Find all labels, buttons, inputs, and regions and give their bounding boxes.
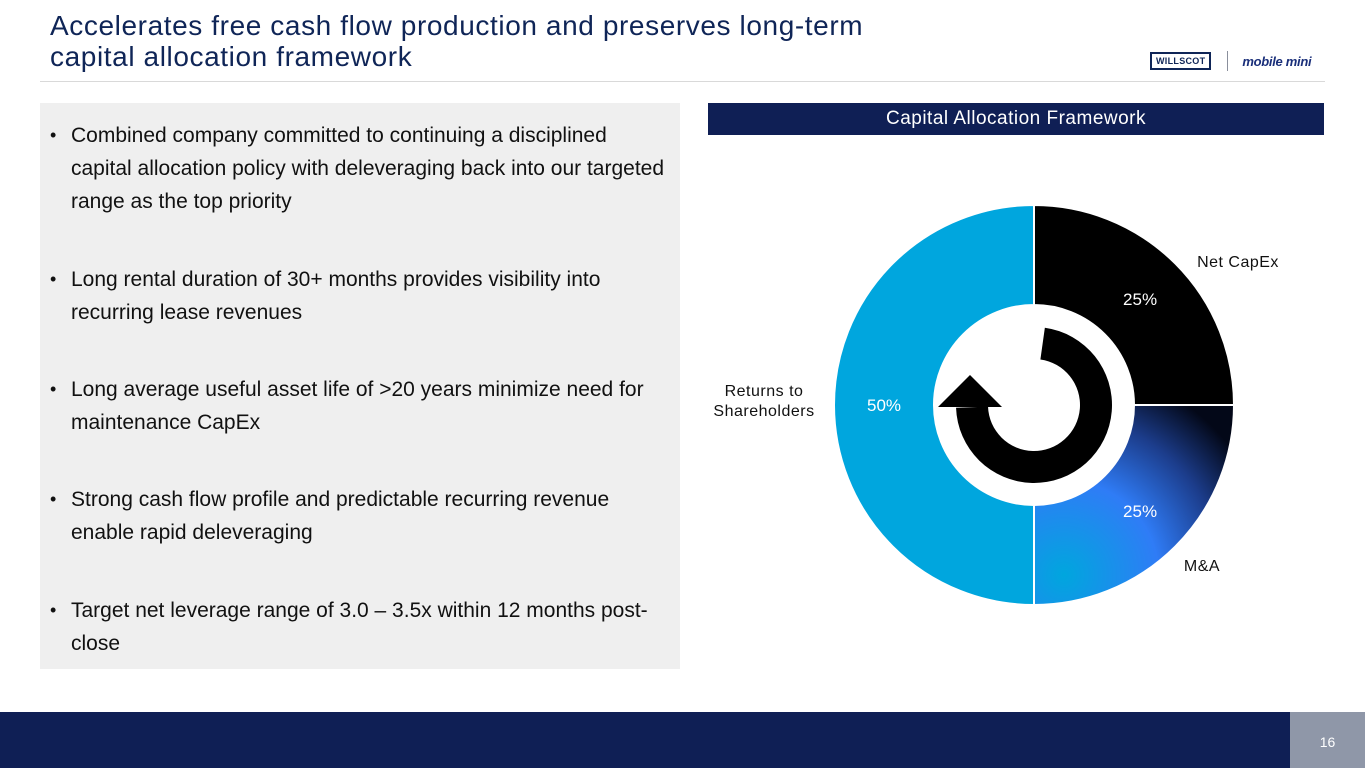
- bullet-item: • Long average useful asset life of >20 y…: [50, 373, 671, 439]
- bullet-item: • Long rental duration of 30+ months prov…: [50, 263, 671, 329]
- donut-slice-m-a: [1033, 404, 1236, 607]
- bullet-dot-icon: •: [50, 125, 57, 145]
- bullet-text: Combined company committed to continuing…: [71, 124, 665, 213]
- donut-slice-net-capex: [1033, 203, 1236, 406]
- page-number: 16: [1290, 712, 1365, 768]
- slice-category-label: Net CapEx: [1197, 254, 1279, 271]
- slice-value-label: 25%: [1123, 502, 1157, 521]
- bullet-dot-icon: •: [50, 269, 57, 289]
- bullet-text: Target net leverage range of 3.0 – 3.5x …: [71, 599, 648, 655]
- bullet-item: • Target net leverage range of 3.0 – 3.5x…: [50, 594, 671, 660]
- bullet-text: Long rental duration of 30+ months provi…: [71, 268, 601, 324]
- arrow-head: [938, 375, 1002, 407]
- circular-arrow-icon: [938, 327, 1112, 483]
- donut-chart: 25% 25% 50% Net CapEx M&A Returns to Sharehold…: [713, 203, 1279, 607]
- donut-slice-returns-to-shareholders: [833, 203, 1035, 607]
- bullet-item: • Strong cash flow profile and predictabl…: [50, 483, 671, 549]
- bullet-dot-icon: •: [50, 600, 57, 620]
- chart-title: Capital Allocation Framework: [708, 103, 1324, 135]
- bullet-dot-icon: •: [50, 489, 57, 509]
- slice-value-label: 50%: [867, 396, 901, 415]
- arrow-arc: [956, 327, 1112, 483]
- slice-category-label: M&A: [1184, 558, 1220, 575]
- slice-value-label: 25%: [1123, 290, 1157, 309]
- company-logos: WILLSCOT mobile mini: [1150, 50, 1312, 72]
- bullet-item: • Combined company committed to continuin…: [50, 119, 671, 218]
- slice-category-label: Returns to Shareholders: [713, 383, 814, 420]
- logo-divider: [1227, 51, 1229, 71]
- bullet-text: Long average useful asset life of >20 ye…: [71, 378, 644, 434]
- donut-labels: 25% 25% 50% Net CapEx M&A Returns to Sharehold…: [713, 254, 1279, 575]
- bullet-panel: • Combined company committed to continuin…: [40, 103, 680, 669]
- title-divider: [40, 81, 1325, 82]
- footer-bar: [0, 712, 1290, 768]
- donut-slices: [833, 203, 1236, 607]
- page-title: Accelerates free cash flow production an…: [50, 10, 864, 72]
- mobile-mini-logo: mobile mini: [1242, 53, 1312, 69]
- willscot-logo: WILLSCOT: [1150, 52, 1212, 70]
- bullet-text: Strong cash flow profile and predictable…: [71, 488, 610, 544]
- bullet-dot-icon: •: [50, 379, 57, 399]
